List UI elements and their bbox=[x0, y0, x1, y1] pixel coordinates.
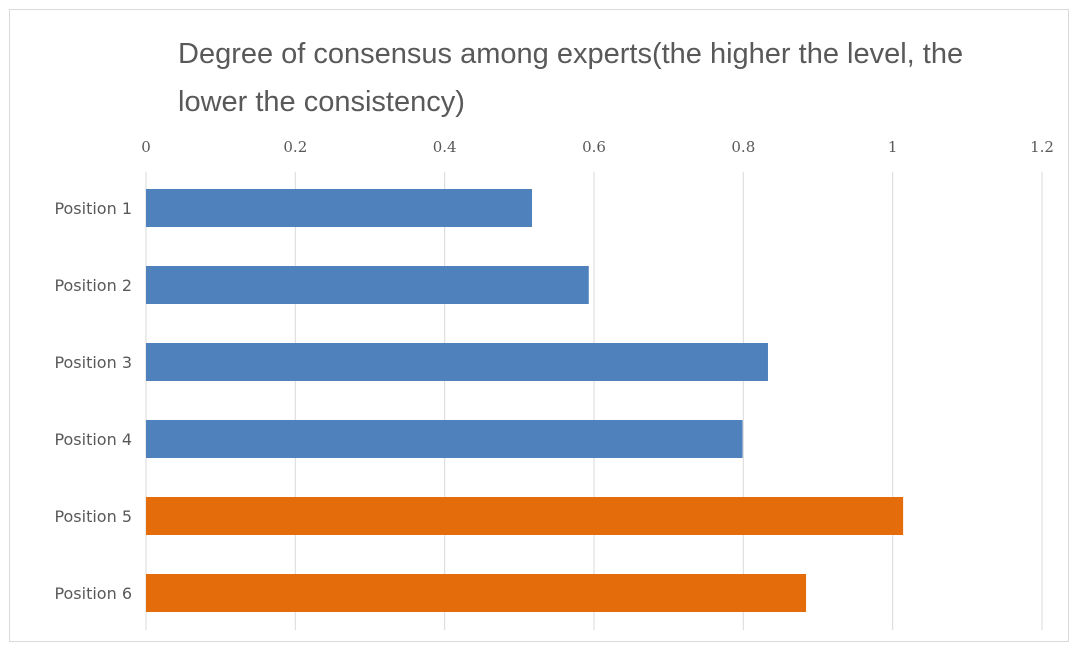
x-axis-tick-labels: 0 0.2 0.4 0.6 0.8 1 1.2 bbox=[141, 138, 1054, 156]
bars bbox=[146, 189, 904, 612]
x-tick-label: 0.2 bbox=[283, 138, 307, 156]
x-tick-label: 0 bbox=[141, 138, 151, 156]
bar bbox=[146, 497, 904, 535]
category-label: Position 1 bbox=[54, 199, 132, 218]
category-label: Position 6 bbox=[54, 584, 132, 603]
category-label: Position 2 bbox=[54, 276, 132, 295]
category-label: Position 4 bbox=[54, 430, 132, 449]
bar bbox=[146, 574, 807, 612]
bar bbox=[146, 189, 533, 227]
category-label: Position 3 bbox=[54, 353, 132, 372]
bar bbox=[146, 266, 589, 304]
category-labels: Position 1 Position 2 Position 3 Position 4… bbox=[54, 199, 132, 603]
category-label: Position 5 bbox=[54, 507, 132, 526]
chart-title: Degree of consensus among experts(the hi… bbox=[178, 38, 964, 118]
x-tick-label: 0.6 bbox=[582, 138, 606, 156]
x-tick-label: 1.2 bbox=[1030, 138, 1054, 156]
bar bbox=[146, 420, 743, 458]
x-tick-label: 0.8 bbox=[731, 138, 755, 156]
x-tick-label: 0.4 bbox=[433, 138, 457, 156]
bar bbox=[146, 343, 768, 381]
x-tick-label: 1 bbox=[888, 138, 898, 156]
gridlines bbox=[145, 172, 1043, 630]
